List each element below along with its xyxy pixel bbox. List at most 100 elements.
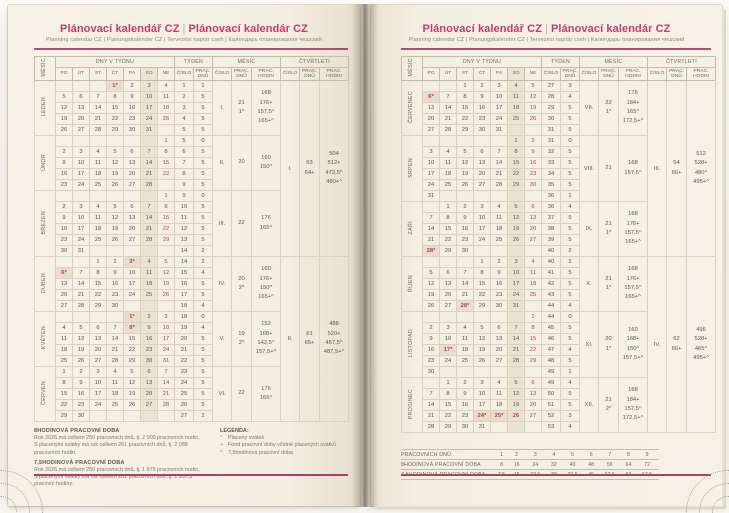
day-cell: 24 xyxy=(439,355,457,367)
day-cell: 3* xyxy=(123,256,141,268)
week-workdays-cell: 5 xyxy=(560,234,581,246)
day-cell xyxy=(473,135,491,147)
week-workdays-cell: 5 xyxy=(560,157,581,169)
day-cell xyxy=(422,135,440,147)
day-cell: 17 xyxy=(72,223,90,235)
worktime-heading: 8HODINOVÁ PRACOVNÍ DOBA xyxy=(34,428,120,434)
value-line: 22 xyxy=(238,219,245,226)
week-workdays-cell: 5 xyxy=(193,366,214,378)
day-cell: 4 xyxy=(106,366,124,378)
day-cell: 15 xyxy=(523,333,543,345)
day-cell xyxy=(72,256,90,268)
week-workdays-cell: 5 xyxy=(193,179,214,191)
day-cell: 20 xyxy=(89,344,107,356)
day-cell xyxy=(72,190,90,202)
day-cell: 27 xyxy=(123,234,141,246)
day-cell: 1* xyxy=(123,311,141,323)
day-cell: 16 xyxy=(106,278,124,290)
header-rule xyxy=(401,48,711,50)
day-cell: 13 xyxy=(123,212,141,224)
day-cell: 7 xyxy=(156,366,176,378)
day-cell: 17 xyxy=(123,278,141,290)
day-cell: 19 xyxy=(123,388,141,400)
week-number-cell: 45 xyxy=(541,322,562,334)
day-cell xyxy=(422,201,440,213)
week-number-cell: 47 xyxy=(541,344,562,356)
day-cell: 23 xyxy=(456,410,474,422)
day-cell xyxy=(106,245,124,257)
week-row: DUBEN 1 2 3* 4 5 14 2 IV. 20 2* 160 176+ 150^ 165+^ II.… xyxy=(34,256,350,422)
month-name: LEDEN xyxy=(41,97,48,117)
value-line: 168 xyxy=(261,90,271,97)
day-cell: 25 xyxy=(456,355,474,367)
value-line: 457,5^ xyxy=(325,340,343,346)
week-number-cell: 22 xyxy=(174,355,195,367)
day-cell: 10 xyxy=(473,388,491,400)
week-workdays-cell: 5 xyxy=(560,102,581,114)
footer-value-cell: 1 xyxy=(493,449,510,460)
week-row: 23 24 25 26 27 28 29 13 5 xyxy=(35,234,349,246)
week-row: ÚNOR 1 5 0 II. 20 160 150^ xyxy=(34,135,349,191)
week-workdays-cell: 3 xyxy=(560,80,581,92)
value-line: 495+^ xyxy=(693,354,709,361)
day-cell xyxy=(456,366,474,378)
day-cell: 12 xyxy=(106,157,124,169)
day-cell: 19 xyxy=(523,102,543,114)
page-footer: 8HODINOVÁ PRACOVNÍ DOBA Rok 2026 má celke… xyxy=(8,428,360,489)
day-cell: 2 xyxy=(422,322,440,334)
day-cell: 8 xyxy=(106,91,124,103)
day-cell: 12 xyxy=(507,388,525,400)
day-cell: 4 xyxy=(156,80,176,92)
day-cell: 2 xyxy=(456,201,474,213)
day-cell: 1 xyxy=(439,377,457,389)
month-label: ČERVENEC xyxy=(401,80,423,136)
month-workdays-cell: 19 2* xyxy=(231,311,253,367)
week-workdays-cell: 4 xyxy=(193,300,214,312)
footer-value-cell: 72 xyxy=(635,459,659,470)
header-group-row: MĚSÍC DNY V TÝDNU TÝDEN MĚSÍC ČTVRTLETÍ xyxy=(401,56,717,81)
day-cell: 11 xyxy=(106,377,124,389)
week-row: 9 10 11 12 13 14 15 7 5 xyxy=(35,157,349,169)
day-cell: 23 xyxy=(72,399,90,411)
day-cell: 22 xyxy=(507,168,525,180)
day-cell: 11 xyxy=(490,388,508,400)
month-workhours-cell: 168 184+ 157,5^ 172,5+^ xyxy=(618,377,649,433)
day-cell: 21 xyxy=(456,289,474,301)
day-cell xyxy=(106,190,124,202)
week-row: 24 25 26 27 28 29 30 35 5 xyxy=(402,179,716,191)
day-cell xyxy=(473,311,491,323)
day-cell: 18 xyxy=(156,102,176,114)
footer-table-row: 8HODINOVÁ PRACOVNÍ DOBA 8 16 24 32 40 48 56 64 72 xyxy=(401,459,659,470)
week-row: ČERVEN 1 2 3 4 5 6 7 23 5 VI. 22 176 165^ xyxy=(34,366,349,422)
legend-item: * Placený svátek xyxy=(220,435,348,442)
worktime-notes: 8HODINOVÁ PRACOVNÍ DOBA Rok 2026 má celke… xyxy=(34,428,206,489)
day-cell: 1 xyxy=(507,135,525,147)
week-workdays-cell: 1 xyxy=(560,190,581,202)
day-cell: 21 xyxy=(156,388,176,400)
month-label: ÚNOR xyxy=(34,135,56,191)
day-cell: 19 xyxy=(422,289,440,301)
calendar-table-host: MĚSÍC DNY V TÝDNU TÝDEN MĚSÍC ČTVRTLETÍ PO ÚT S… xyxy=(371,56,722,433)
day-cell xyxy=(89,311,107,323)
day-cell: 14 xyxy=(156,377,176,389)
day-cell: 27 xyxy=(490,355,508,367)
week-workdays-cell: 1 xyxy=(560,366,581,378)
value-line: 150^ xyxy=(259,164,273,170)
day-cell: 30 xyxy=(123,124,141,136)
col-header-week-number: ČÍSLO xyxy=(541,67,562,81)
day-cell: 18 xyxy=(456,344,474,356)
day-cell: 5 xyxy=(456,146,474,158)
day-cell: 11 xyxy=(156,91,176,103)
day-cell: 30 xyxy=(473,124,491,136)
day-cell: 4 xyxy=(55,322,73,334)
day-cell xyxy=(89,245,107,257)
day-cell: 10 xyxy=(72,157,90,169)
week-number-cell: 36 xyxy=(541,201,562,213)
value-line: 62 xyxy=(673,336,680,343)
value-line: 165+^ xyxy=(258,294,274,301)
quarter-number-cell: I. xyxy=(280,80,301,257)
day-cell xyxy=(55,135,73,147)
month-number-cell: II. xyxy=(212,135,233,191)
day-cell: 25 xyxy=(439,179,457,191)
day-cell: 7 xyxy=(72,267,90,279)
